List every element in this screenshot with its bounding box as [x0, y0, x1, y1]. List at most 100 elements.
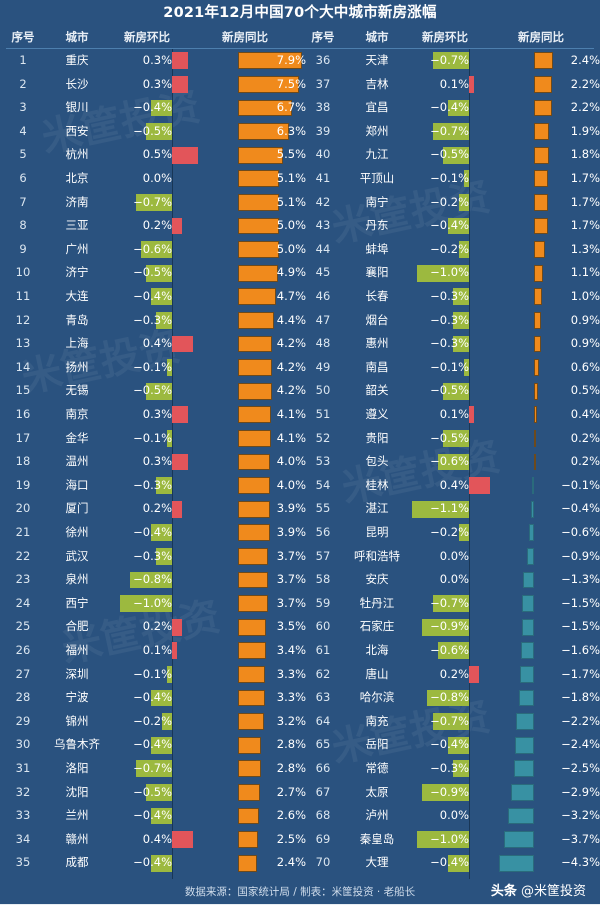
- city-name: 长沙: [65, 76, 89, 91]
- mom-value: −0.5%: [133, 123, 172, 138]
- yoy-bar: [238, 642, 266, 660]
- row-right: 70 大理 −0.4% −4.3%: [306, 851, 600, 875]
- mom-bar: [166, 665, 172, 683]
- yoy-bar: [238, 170, 280, 188]
- row-left: 18 温州 0.3% 4.0%: [6, 450, 306, 474]
- city-name: 南充: [365, 713, 389, 728]
- header-index-left: 序号: [11, 30, 35, 44]
- mom-value: −0.4%: [430, 737, 469, 752]
- mom-value: −0.3%: [430, 289, 469, 303]
- city-name: 郑州: [365, 123, 389, 138]
- mom-bar: [463, 359, 469, 376]
- yoy-value: 5.0%: [276, 218, 306, 233]
- row-right: 40 九江 −0.5% 1.8%: [306, 143, 600, 167]
- mom-bar: [417, 831, 469, 848]
- mom-bar: [146, 123, 172, 140]
- city-name: 大连: [65, 289, 89, 303]
- row-index: 5: [19, 147, 27, 162]
- page-title: 2021年12月中国70个大中城市新房涨幅: [6, 0, 594, 26]
- row-index: 12: [15, 312, 31, 327]
- row-right: 61 北海 −0.6% −1.6%: [306, 639, 600, 663]
- city-name: 包头: [365, 454, 389, 469]
- mom-value: 0.2%: [439, 666, 469, 681]
- mom-bar: [151, 288, 172, 306]
- city-name: 遵义: [365, 407, 389, 421]
- mom-value: −0.1%: [133, 359, 172, 374]
- row-right: 36 天津 −0.7% 2.4%: [306, 49, 600, 73]
- yoy-value: 2.4%: [276, 855, 306, 870]
- mom-bar: [469, 665, 480, 683]
- row-right: 49 南昌 −0.1% 0.6%: [306, 356, 600, 380]
- city-name: 烟台: [365, 312, 389, 327]
- yoy-value: −4.3%: [561, 855, 600, 870]
- yoy-bar: [534, 429, 536, 447]
- yoy-bar: [238, 453, 271, 471]
- yoy-bar: [238, 75, 299, 93]
- mom-bar: [172, 642, 178, 660]
- table-row: 35 成都 −0.4% 2.4% 70 大理 −0.4% −4.3%: [6, 851, 600, 875]
- city-name: 平顶山: [359, 171, 395, 185]
- row-right: 41 平顶山 −0.1% 1.7%: [306, 167, 600, 191]
- row-right: 67 太原 −0.9% −2.9%: [306, 781, 600, 805]
- yoy-value: 4.2%: [276, 336, 306, 351]
- yoy-value: 3.9%: [276, 525, 306, 539]
- row-left: 3 银川 −0.4% 6.7%: [6, 96, 306, 120]
- mom-value: 0.2%: [142, 619, 172, 634]
- row-right: 46 长春 −0.3% 1.0%: [306, 285, 600, 309]
- yoy-bar: [520, 665, 534, 683]
- yoy-bar: [238, 146, 283, 164]
- city-name: 九江: [365, 147, 389, 162]
- row-index: 39: [315, 123, 331, 138]
- row-right: 38 宜昌 −0.4% 2.2%: [306, 96, 600, 120]
- yoy-bar: [238, 359, 273, 376]
- city-name: 宁波: [65, 690, 89, 705]
- row-index: 32: [15, 784, 31, 799]
- mom-value: −0.8%: [430, 690, 469, 705]
- row-left: 29 锦州 −0.2% 3.2%: [6, 710, 306, 734]
- yoy-bar: [534, 453, 536, 471]
- yoy-value: 3.7%: [276, 595, 306, 610]
- header-yoy-right: 新房同比: [518, 30, 564, 44]
- yoy-value: 3.4%: [276, 643, 306, 657]
- mom-value: 0.0%: [439, 572, 469, 587]
- table-row: 3 银川 −0.4% 6.7% 38 宜昌 −0.4% 2.2%: [6, 96, 600, 120]
- yoy-bar: [534, 359, 539, 376]
- mom-value: 0.4%: [439, 477, 469, 492]
- yoy-value: 3.5%: [276, 619, 306, 634]
- row-left: 8 三亚 0.2% 5.0%: [6, 214, 306, 238]
- mom-bar: [156, 477, 172, 494]
- yoy-value: 1.0%: [570, 289, 600, 303]
- yoy-bar: [238, 783, 260, 801]
- row-left: 7 济南 −0.7% 5.1%: [6, 191, 306, 215]
- yoy-bar: [238, 241, 279, 258]
- table-row: 27 深圳 −0.1% 3.3% 62 唐山 0.2% −1.7%: [6, 663, 600, 687]
- row-left: 11 大连 −0.4% 4.7%: [6, 285, 306, 309]
- yoy-bar: [534, 241, 545, 258]
- row-index: 38: [315, 100, 331, 115]
- mom-bar: [156, 547, 172, 565]
- row-left: 24 西宁 −1.0% 3.7%: [6, 592, 306, 616]
- city-name: 南宁: [365, 194, 389, 209]
- row-right: 50 韶关 −0.5% 0.5%: [306, 379, 600, 403]
- yoy-value: 0.4%: [570, 407, 600, 421]
- yoy-bar: [238, 264, 278, 282]
- yoy-bar: [529, 524, 534, 542]
- row-index: 28: [15, 690, 31, 705]
- city-name: 北海: [365, 643, 389, 657]
- city-name: 南京: [65, 407, 89, 421]
- yoy-value: 2.8%: [276, 737, 306, 752]
- table-row: 9 广州 −0.6% 5.0% 44 蚌埠 −0.2% 1.3%: [6, 238, 600, 262]
- row-left: 20 厦门 0.2% 3.9%: [6, 497, 306, 521]
- yoy-value: 1.3%: [570, 241, 600, 256]
- mom-bar: [448, 854, 469, 872]
- mom-bar: [172, 75, 188, 93]
- city-name: 徐州: [65, 525, 89, 539]
- yoy-bar: [534, 288, 543, 306]
- row-index: 43: [315, 218, 331, 233]
- mom-bar: [140, 241, 172, 258]
- row-right: 66 常德 −0.3% −2.5%: [306, 757, 600, 781]
- row-left: 23 泉州 −0.8% 3.7%: [6, 568, 306, 592]
- mom-value: −0.1%: [430, 359, 469, 374]
- row-index: 63: [315, 690, 331, 705]
- yoy-bar: [519, 689, 534, 707]
